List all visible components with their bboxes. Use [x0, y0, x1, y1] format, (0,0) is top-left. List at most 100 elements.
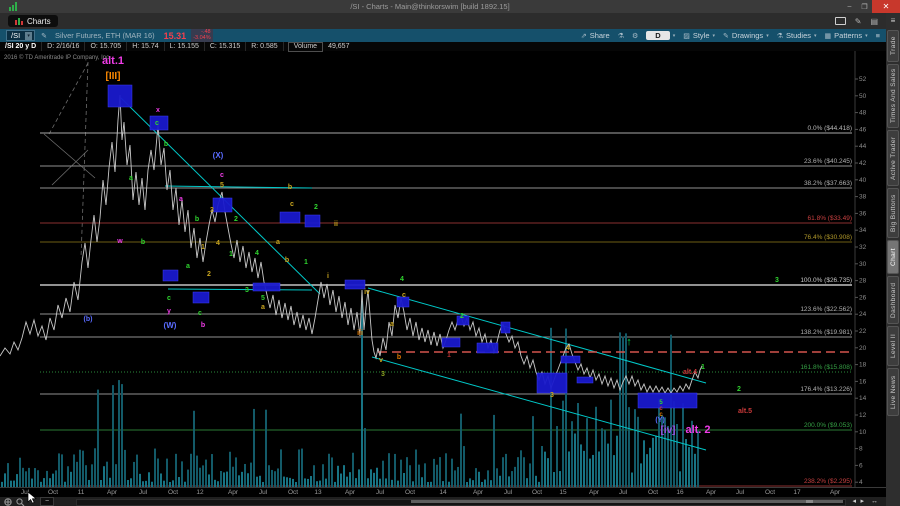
time-axis-label: Jul [735, 489, 745, 496]
sidebar-tab-chart[interactable]: Chart [887, 240, 899, 274]
timeframe-button[interactable]: D ▾ [646, 31, 675, 40]
symbol-dropdown-icon[interactable]: ▾ [25, 31, 33, 40]
wave-box[interactable] [396, 296, 410, 308]
edit-icon[interactable]: ✎ [854, 16, 862, 26]
time-axis-label: Oct [404, 489, 416, 496]
svg-text:18: 18 [859, 362, 867, 369]
sidebar-tab-big-buttons[interactable]: Big Buttons [887, 188, 899, 238]
svg-text:4: 4 [216, 240, 220, 247]
svg-text:5: 5 [659, 400, 663, 406]
studies-button[interactable]: ⚗ Studies ▾ [776, 31, 817, 40]
svg-text:c: c [167, 295, 171, 302]
drawing-tool-selector[interactable]: − [40, 497, 55, 506]
detach-window-icon[interactable] [834, 17, 846, 25]
mouse-cursor [27, 491, 37, 504]
svg-text:4: 4 [400, 276, 404, 283]
inactive-tool-icon[interactable]: ○ [29, 498, 34, 505]
scroll-left-icon[interactable]: ◂ [852, 498, 856, 505]
wave-box[interactable] [441, 337, 461, 348]
timeframe-dropdown-icon: ▾ [672, 32, 676, 39]
close-button[interactable]: ✕ [872, 0, 900, 13]
svg-text:c: c [220, 172, 224, 179]
wave-box[interactable] [192, 291, 210, 304]
svg-text:4: 4 [859, 479, 863, 486]
time-axis-label: 12 [196, 489, 204, 496]
chart-area[interactable]: 0.0% ($44.418) 23.6% ($40.245) 38.2% ($37.… [0, 51, 886, 487]
wave-box[interactable] [476, 342, 499, 354]
svg-text:c: c [155, 120, 159, 127]
sidebar-tab-dashboard[interactable]: Dashboard [887, 276, 899, 324]
svg-text:alt.4: alt.4 [683, 369, 697, 376]
svg-text:i: i [327, 273, 329, 280]
symbol-input[interactable]: /SI ▾ [6, 30, 36, 41]
svg-text:alt.1: alt.1 [102, 55, 124, 67]
time-axis[interactable]: Jul Oct 11 Apr Jul Oct 12 Apr Jul Oct 13 Apr Jul Oct 1… [0, 487, 886, 498]
wave-box[interactable] [279, 211, 301, 224]
svg-text:1: 1 [447, 352, 451, 359]
sidebar-tab-active-trader[interactable]: Active Trader [887, 130, 899, 186]
wave-box[interactable] [107, 84, 133, 108]
settings-button[interactable]: ⚙ [632, 32, 638, 40]
svg-text:200.0% ($9.053): 200.0% ($9.053) [804, 422, 852, 429]
wave-box[interactable] [212, 197, 233, 213]
sidebar-tab-level-ii[interactable]: Level II [887, 326, 899, 366]
wave-box[interactable] [637, 392, 698, 409]
low-value: L: 15.155 [165, 42, 205, 51]
svg-text:c: c [402, 292, 406, 299]
time-axis-label: Jul [375, 489, 385, 496]
wave-box[interactable] [456, 315, 470, 326]
time-axis-label: Jul [503, 489, 513, 496]
style-button[interactable]: ▨ Style ▾ [683, 31, 716, 40]
wave-box[interactable] [500, 321, 511, 334]
wave-box[interactable] [149, 115, 169, 131]
svg-text:2: 2 [207, 271, 211, 278]
svg-text:40: 40 [859, 177, 867, 184]
share-button[interactable]: ⇗ Share [580, 31, 610, 40]
minimize-button[interactable]: – [847, 3, 852, 10]
svg-text:2: 2 [737, 386, 741, 393]
svg-text:34: 34 [859, 227, 867, 234]
pan-tool-icon[interactable] [4, 498, 12, 506]
scrollbar-thumb[interactable] [411, 500, 843, 503]
time-axis-label: Apr [588, 489, 600, 496]
sidebar-tab-live-news[interactable]: Live News [887, 368, 899, 416]
svg-text:ii: ii [334, 221, 338, 228]
time-axis-label: 17 [793, 489, 801, 496]
horizontal-scrollbar[interactable] [76, 499, 846, 506]
volume-label: Volume [287, 41, 324, 52]
grid-layout-icon[interactable]: ▤ [870, 16, 878, 26]
price-axis: 5250484644424038363432302826242220181614… [854, 51, 867, 487]
symbol-edit-icon[interactable]: ✎ [41, 32, 48, 40]
wave-box[interactable] [344, 279, 366, 290]
time-axis-label: Jul [138, 489, 148, 496]
patterns-button[interactable]: ▦ Patterns ▾ [824, 31, 868, 40]
tabbar-right-icons: ✎ ▤ [834, 16, 878, 26]
drawings-button[interactable]: ✎ Drawings ▾ [723, 31, 769, 40]
sidebar-tab-times-and-sales[interactable]: Times And Sales [887, 64, 899, 128]
fit-width-icon[interactable]: ↔ [871, 498, 878, 505]
charts-tab[interactable]: Charts [8, 15, 58, 27]
wave-box[interactable] [576, 376, 594, 384]
wave-box[interactable] [304, 214, 321, 228]
wave-box[interactable] [536, 372, 568, 394]
chart-menu-icon[interactable]: ≡ [875, 31, 880, 40]
wave-box[interactable] [560, 355, 581, 364]
time-axis-label: Apr [705, 489, 717, 496]
onDemand-button[interactable]: ⚗ [618, 32, 624, 40]
chart-canvas[interactable]: 0.0% ($44.418) 23.6% ($40.245) 38.2% ($37.… [0, 51, 886, 487]
wave-box[interactable] [252, 282, 281, 292]
svg-text:4: 4 [255, 250, 259, 257]
restore-button[interactable]: ❐ [861, 3, 868, 11]
sidebar-tab-trade[interactable]: Trade [887, 30, 899, 62]
wave-box[interactable] [162, 269, 179, 282]
svg-text:23.6% ($40.245): 23.6% ($40.245) [804, 158, 852, 165]
sidebar-menu-icon[interactable]: ≡ [890, 16, 896, 25]
scroll-right-icon[interactable]: ▸ [860, 498, 864, 505]
svg-text:5: 5 [220, 182, 224, 189]
svg-text:c: c [659, 412, 663, 418]
svg-text:b: b [164, 141, 168, 148]
svg-text:16: 16 [859, 378, 867, 385]
range-value: R: 0.585 [246, 42, 284, 51]
svg-text:b: b [285, 257, 289, 264]
zoom-tool-icon[interactable] [16, 498, 25, 506]
